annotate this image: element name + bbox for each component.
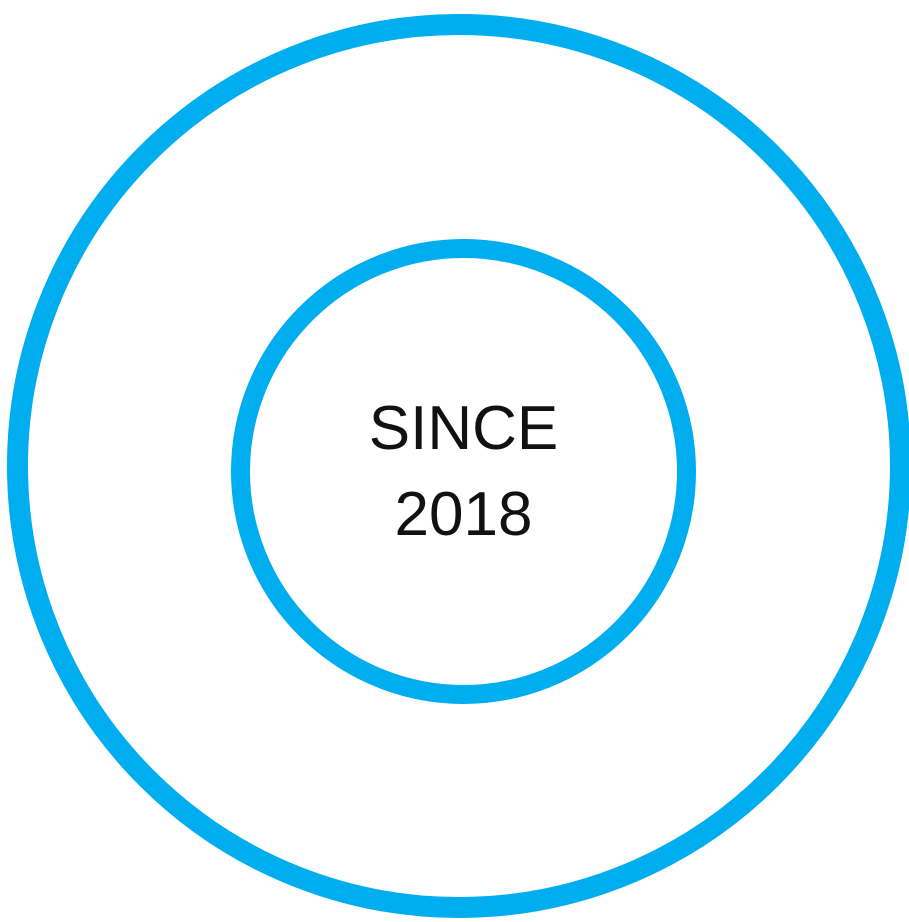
year-label: 2018 [394,479,533,549]
since-label: SINCE [368,393,559,463]
center-label: SINCE 2018 [231,239,696,704]
